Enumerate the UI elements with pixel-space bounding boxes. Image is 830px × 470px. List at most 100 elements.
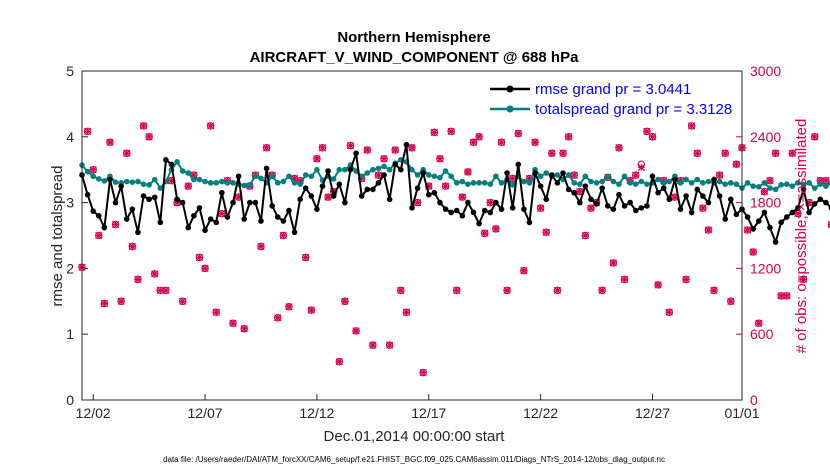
series-point-rmse xyxy=(728,196,734,203)
series-point-totalspread xyxy=(101,178,108,184)
series-point-totalspread xyxy=(202,178,208,185)
obs-assimilated-marker xyxy=(134,275,142,283)
series-point-rmse xyxy=(179,199,186,206)
series-point-totalspread xyxy=(509,182,516,188)
series-point-totalspread xyxy=(470,180,477,186)
y-tick-label-left: 5 xyxy=(66,63,74,79)
y-tick-label-left: 3 xyxy=(66,195,74,211)
obs-assimilated-marker xyxy=(760,188,768,196)
series-point-rmse xyxy=(459,212,466,219)
obs-assimilated-marker xyxy=(553,286,562,294)
series-point-rmse xyxy=(571,189,578,196)
series-point-totalspread xyxy=(789,183,796,189)
obs-assimilated-marker xyxy=(755,319,763,327)
series-point-rmse xyxy=(755,218,762,224)
series-point-rmse xyxy=(224,214,231,220)
series-point-rmse xyxy=(560,170,566,176)
series-point-rmse xyxy=(135,229,141,236)
series-point-rmse xyxy=(666,196,673,203)
y-tick-label-left: 1 xyxy=(66,326,74,342)
series-point-totalspread xyxy=(90,173,96,180)
obs-assimilated-marker xyxy=(721,149,729,157)
series-point-totalspread xyxy=(308,173,315,180)
obs-assimilated-marker xyxy=(598,286,606,294)
series-point-totalspread xyxy=(627,180,633,186)
obs-assimilated-marker xyxy=(184,182,192,190)
obs-assimilated-marker xyxy=(481,229,489,237)
series-point-rmse xyxy=(420,170,426,176)
obs-assimilated-marker xyxy=(531,138,539,146)
obs-assimilated-marker xyxy=(95,231,103,240)
series-point-totalspread xyxy=(733,181,740,187)
y-tick-label-right: 0 xyxy=(750,392,758,408)
series-point-totalspread xyxy=(565,172,572,178)
series-point-rmse xyxy=(453,207,460,214)
x-tick-label: 12/12 xyxy=(299,405,334,421)
series-point-rmse xyxy=(101,224,108,231)
series-point-totalspread xyxy=(599,178,605,185)
obs-assimilated-marker xyxy=(732,160,741,168)
series-point-totalspread xyxy=(476,180,482,186)
series-point-rmse xyxy=(638,205,645,211)
series-point-totalspread xyxy=(135,178,141,185)
series-point-totalspread xyxy=(677,180,684,186)
obs-assimilated-marker xyxy=(162,286,170,294)
series-point-rmse xyxy=(672,176,678,183)
obs-assimilated-marker xyxy=(570,171,578,179)
series-point-rmse xyxy=(123,216,130,222)
series-point-rmse xyxy=(364,186,371,193)
series-point-totalspread xyxy=(588,178,594,185)
series-layer xyxy=(79,141,830,246)
x-axis: 12/02 12/07 12/12 12/17 12/22 12/27 01/01 xyxy=(76,394,760,421)
x-tick-label: 12/02 xyxy=(76,405,111,421)
series-point-totalspread xyxy=(314,166,320,173)
obs-assimilated-marker xyxy=(201,264,209,273)
series-point-rmse xyxy=(509,205,516,211)
series-point-totalspread xyxy=(543,170,550,176)
obs-assimilated-marker xyxy=(458,193,466,201)
series-point-totalspread xyxy=(453,180,460,186)
series-point-rmse xyxy=(308,193,315,199)
legend-totalspread-marker xyxy=(506,105,514,113)
y-tick-label-right: 1800 xyxy=(750,195,781,211)
legend-totalspread-text: totalspread grand pr = 3.3128 xyxy=(535,101,732,118)
series-point-rmse xyxy=(604,203,611,209)
series-point-totalspread xyxy=(207,180,214,186)
series-point-totalspread xyxy=(146,182,152,188)
series-point-rmse xyxy=(129,206,136,212)
obs-assimilated-marker xyxy=(139,122,148,130)
series-point-rmse xyxy=(800,186,807,193)
obs-assimilated-marker xyxy=(386,341,394,349)
series-point-totalspread xyxy=(638,178,645,185)
series-point-rmse xyxy=(487,209,494,216)
series-point-rmse xyxy=(196,205,203,211)
series-point-totalspread xyxy=(364,170,371,176)
series-point-totalspread xyxy=(755,184,762,190)
obs-assimilated-marker xyxy=(279,231,287,240)
obs-assimilated-marker xyxy=(497,138,506,146)
series-point-totalspread xyxy=(174,159,180,165)
y-tick-label-right: 600 xyxy=(750,326,774,342)
series-point-rmse xyxy=(716,193,723,199)
obs-assimilated-marker xyxy=(346,141,355,150)
obs-assimilated-marker xyxy=(240,325,248,333)
series-point-rmse xyxy=(235,173,242,180)
series-point-totalspread xyxy=(241,182,248,189)
obs-assimilated-marker xyxy=(100,299,108,308)
series-point-rmse xyxy=(761,209,768,216)
x-tick-label: 01/01 xyxy=(724,405,759,421)
series-point-totalspread xyxy=(459,178,466,185)
obs-assimilated-marker xyxy=(777,292,785,300)
series-point-totalspread xyxy=(280,178,287,185)
obs-assimilated-marker xyxy=(503,286,511,294)
series-point-totalspread xyxy=(806,180,812,186)
obs-assimilated-marker xyxy=(581,231,590,240)
series-point-rmse xyxy=(515,161,522,168)
series-point-totalspread xyxy=(761,180,768,186)
series-point-rmse xyxy=(95,212,102,219)
series-point-rmse xyxy=(711,176,717,183)
obs-assimilated-marker xyxy=(408,144,416,152)
series-point-rmse xyxy=(767,224,773,231)
series-point-totalspread xyxy=(694,176,701,183)
obs-assimilated-marker xyxy=(643,127,651,135)
